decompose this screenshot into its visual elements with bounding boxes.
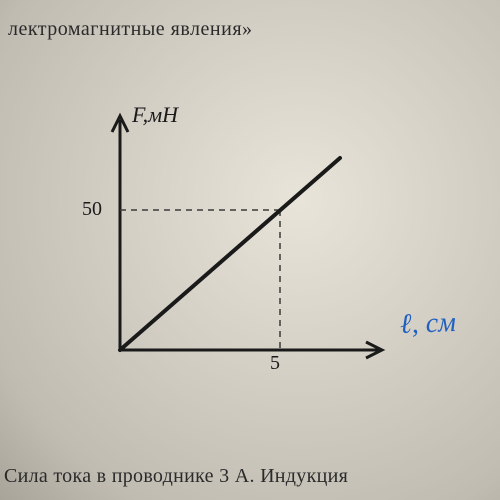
problem-text: Сила тока в проводнике 3 А. Индукция [4,465,348,488]
page-background: лектромагнитные явления» F,мН 50 5 ℓ, см… [0,0,500,500]
y-axis-label: F,мН [132,102,178,128]
handwritten-axis-note: ℓ, см [399,307,456,341]
force-vs-length-chart: F,мН 50 5 [60,100,400,380]
y-tick-50: 50 [82,198,102,221]
x-tick-5: 5 [270,352,280,375]
data-line [120,158,340,350]
chart-svg [60,100,400,380]
page-heading: лектромагнитные явления» [8,18,253,41]
